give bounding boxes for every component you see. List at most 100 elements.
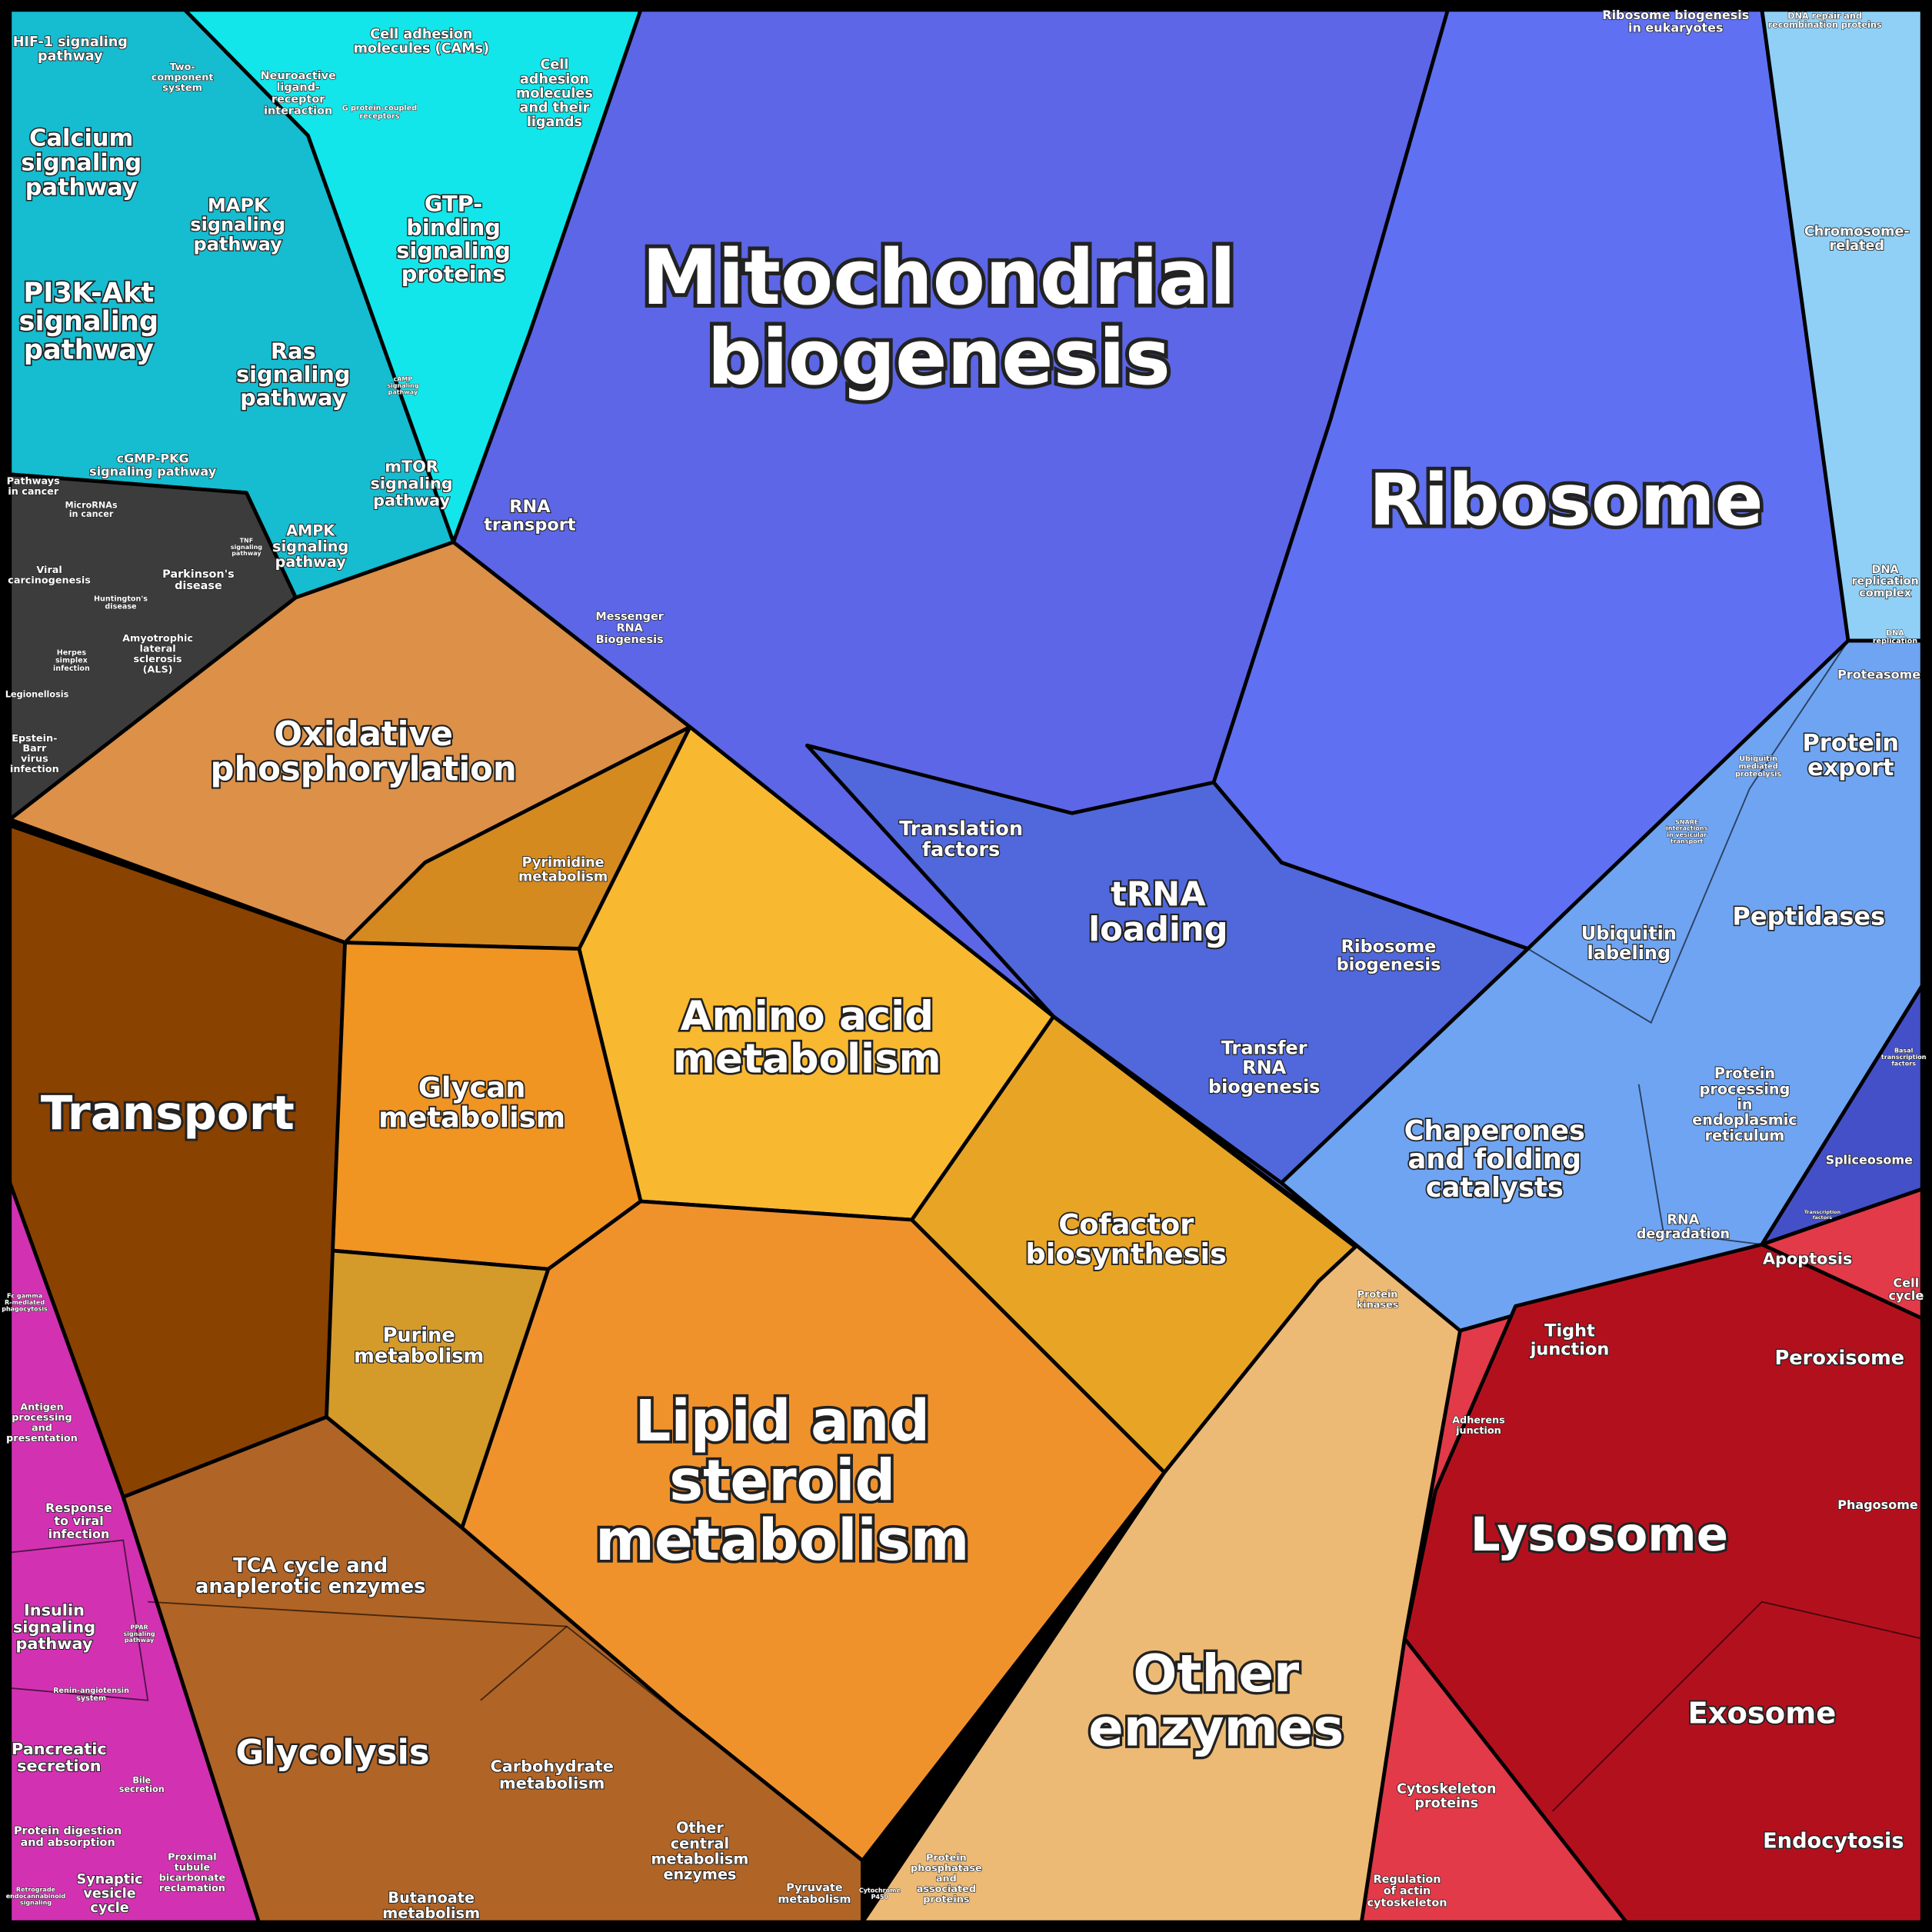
cell-line [1637,1084,1763,1246]
region-label: and folding [1407,1144,1581,1175]
region-label: signaling [231,544,263,551]
region-label: signaling [13,1617,95,1636]
region-label: signaling [370,475,452,493]
region-label: Peroxisome [1775,1347,1905,1370]
region-label: Transport [41,1086,295,1141]
region-label: interactions [1666,825,1708,832]
region-label: Protein digestion [14,1825,122,1837]
region-label: Amyotrophic [122,633,193,645]
region-label: Ubiquitin [1581,923,1677,944]
region-label: Two- [169,62,195,73]
cell-line [480,1625,568,1701]
region-label: DNA [1872,564,1900,576]
region-label: catalysts [1426,1172,1564,1204]
region-label: Protein [926,1853,967,1864]
region-label: biogenesis [708,314,1171,402]
region-label: Proximal [168,1851,216,1863]
cell-line [1551,1601,1923,1812]
region-label: Viral [36,565,62,576]
region-label: Ubiquitin [1739,754,1777,763]
region-label: pathway [24,335,154,366]
region-label: Ribosome [1341,937,1437,957]
region-label: metabolism [651,1850,749,1867]
region-label: Cytoskeleton [1397,1782,1497,1797]
region-label: Insulin [24,1601,85,1619]
region-label: Ras [271,338,316,364]
region-label: RNA [509,497,551,517]
region-label: signaling [272,538,348,555]
region-label: virus [21,754,48,765]
region-label: Regulation [1373,1874,1441,1886]
region-label: adhesion [520,72,589,87]
region-label: Pyruvate [786,1882,843,1894]
region-label: signaling [236,361,351,388]
region-label: DNA repair and [1787,11,1862,21]
region-label: metabolism [673,1036,941,1083]
region-label: disease [175,580,222,592]
region-label: pathway [16,1634,93,1653]
region-label: Chaperones [1404,1115,1585,1147]
region-label: Spliceosome [1826,1153,1914,1168]
region-label: Protein [1357,1289,1398,1301]
region-label: secretion [119,1784,165,1794]
region-label: Adherens [1452,1414,1505,1426]
region-label: mTOR [385,458,438,476]
region-label: carcinogenesis [8,575,91,586]
region-label: to viral [54,1514,103,1528]
region-label: Barr [22,743,47,754]
region-label: Phagosome [1837,1497,1918,1512]
region-label: SNARE [1675,818,1698,825]
region-label: secretion [17,1757,101,1775]
region-label: junction [1530,1339,1610,1359]
region-label: Protein [1803,730,1899,757]
region-label: Lipid and [635,1389,931,1454]
region-label: Butanoate [388,1889,475,1907]
region-label: Proteasome [1837,667,1920,681]
region-label: tRNA [1111,876,1206,914]
region-label: infection [10,764,59,775]
region-label: pathway [275,553,347,571]
region-label: Ribosome biogenesis [1602,8,1749,22]
region-label: sclerosis [134,654,182,665]
region-label: receptors [359,112,399,121]
region-label: in [1737,1096,1752,1114]
region-label: TCA cycle and [233,1554,388,1577]
region-label: Bile [132,1775,151,1785]
region-label: pathway [373,491,450,509]
region-label: molecules [516,86,593,102]
region-label: Lysosome [1471,1507,1728,1562]
region-label: in vesicular [1667,831,1707,838]
labels: HIF-1 signalingpathwayCalciumsignalingpa… [2,7,1927,1923]
region-label: signaling [21,150,142,177]
region-label: Glycan [418,1071,526,1104]
region-label: Epstein- [12,733,57,744]
region-label: and [936,1874,957,1885]
region-label: GTP- [425,191,482,217]
region-label: factors [1891,1060,1916,1067]
region-label: kinases [1357,1299,1399,1311]
region-label: ligand- [276,82,319,94]
region-label: pathway [125,1637,155,1644]
region-label: transport [484,515,576,535]
region-label: signaling [19,306,159,338]
region-label: Legionellosis [5,690,69,700]
region-label: endoplasmic [1692,1111,1797,1129]
region-label: Pyrimidine [522,855,605,871]
region-label: signaling pathway [89,464,217,478]
region-label: related [1830,238,1885,254]
region-label: cycle [1888,1288,1924,1303]
region-label: in cancer [8,486,59,498]
region-label: RNA [1242,1057,1287,1078]
region-label: central [671,1834,729,1852]
cell-line [9,1539,149,1701]
region-label: disease [105,602,137,611]
region-label: PI3K-Akt [23,278,154,309]
region-label: of actin [1384,1885,1431,1897]
region-label: Antigen [20,1402,63,1414]
region-label: Chromosome- [1804,225,1910,240]
region-label: Ribosome [1369,458,1764,541]
region-label: reclamation [159,1883,225,1894]
region-label: HIF-1 signaling [13,35,128,50]
region-label: interaction [264,105,332,117]
